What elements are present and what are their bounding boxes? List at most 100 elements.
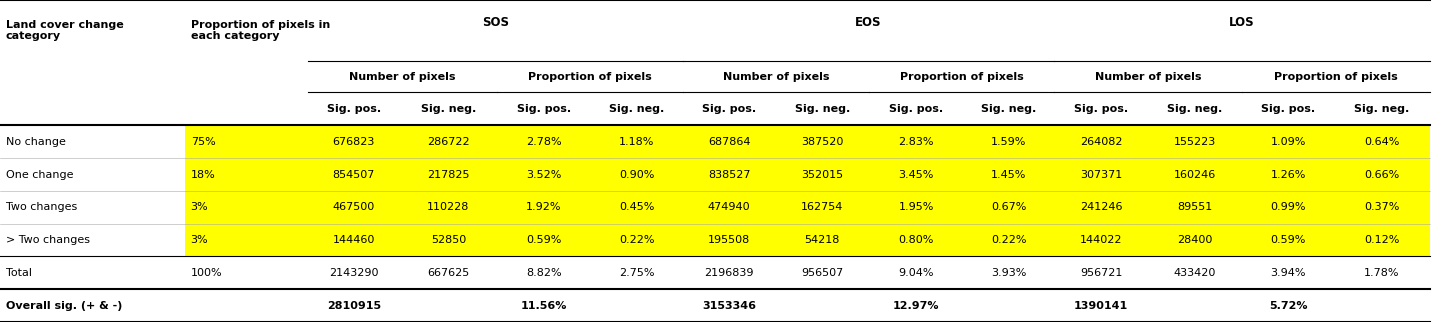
Text: Total: Total <box>6 268 32 278</box>
Text: 2810915: 2810915 <box>326 301 381 311</box>
Text: 1.59%: 1.59% <box>991 137 1027 147</box>
Text: 2196839: 2196839 <box>705 268 754 278</box>
Bar <box>775 191 869 224</box>
Text: 854507: 854507 <box>332 170 375 180</box>
Bar <box>591 224 683 257</box>
Text: Sig. pos.: Sig. pos. <box>1074 104 1128 114</box>
Bar <box>1148 224 1242 257</box>
Text: 838527: 838527 <box>708 170 751 180</box>
Text: 0.59%: 0.59% <box>1271 235 1305 245</box>
Text: 155223: 155223 <box>1174 137 1216 147</box>
Bar <box>185 126 308 158</box>
Text: 160246: 160246 <box>1174 170 1216 180</box>
Bar <box>308 126 400 158</box>
Text: 2143290: 2143290 <box>329 268 378 278</box>
Bar <box>1242 158 1334 191</box>
Text: 1390141: 1390141 <box>1074 301 1128 311</box>
Text: 3.93%: 3.93% <box>991 268 1027 278</box>
Bar <box>683 158 775 191</box>
Text: 0.12%: 0.12% <box>1365 235 1399 245</box>
Text: 1.78%: 1.78% <box>1365 268 1399 278</box>
Bar <box>400 126 497 158</box>
Text: Land cover change
category: Land cover change category <box>6 20 124 42</box>
Bar <box>308 224 400 257</box>
Text: 2.83%: 2.83% <box>898 137 934 147</box>
Text: 956721: 956721 <box>1080 268 1122 278</box>
Bar <box>963 224 1054 257</box>
Text: 467500: 467500 <box>332 202 375 213</box>
Text: 28400: 28400 <box>1177 235 1213 245</box>
Text: 75%: 75% <box>191 137 215 147</box>
Bar <box>1054 126 1148 158</box>
Bar <box>591 158 683 191</box>
Bar <box>1148 126 1242 158</box>
Text: Number of pixels: Number of pixels <box>349 71 455 81</box>
Bar <box>591 191 683 224</box>
Text: 667625: 667625 <box>427 268 469 278</box>
Text: 3153346: 3153346 <box>702 301 757 311</box>
Text: 54218: 54218 <box>804 235 840 245</box>
Bar <box>963 158 1054 191</box>
Text: 352015: 352015 <box>801 170 843 180</box>
Text: 18%: 18% <box>191 170 215 180</box>
Bar <box>497 224 591 257</box>
Text: 0.99%: 0.99% <box>1271 202 1305 213</box>
Text: 3%: 3% <box>191 235 208 245</box>
Text: 1.92%: 1.92% <box>526 202 562 213</box>
Bar <box>869 191 963 224</box>
Text: 0.67%: 0.67% <box>991 202 1027 213</box>
Text: 5.72%: 5.72% <box>1269 301 1307 311</box>
Text: 1.45%: 1.45% <box>991 170 1027 180</box>
Bar <box>497 126 591 158</box>
Bar <box>1054 158 1148 191</box>
Text: 89551: 89551 <box>1177 202 1213 213</box>
Bar <box>185 191 308 224</box>
Bar <box>963 126 1054 158</box>
Text: 307371: 307371 <box>1080 170 1122 180</box>
Bar <box>1334 191 1430 224</box>
Text: 0.22%: 0.22% <box>619 235 654 245</box>
Text: 0.66%: 0.66% <box>1365 170 1399 180</box>
Bar <box>591 126 683 158</box>
Bar <box>869 158 963 191</box>
Text: Sig. neg.: Sig. neg. <box>420 104 477 114</box>
Bar <box>400 224 497 257</box>
Text: 217825: 217825 <box>427 170 469 180</box>
Text: 0.45%: 0.45% <box>619 202 654 213</box>
Text: Sig. neg.: Sig. neg. <box>609 104 664 114</box>
Bar <box>1242 126 1334 158</box>
Text: 0.64%: 0.64% <box>1365 137 1399 147</box>
Bar <box>1334 126 1430 158</box>
Text: 100%: 100% <box>191 268 222 278</box>
Text: Sig. neg.: Sig. neg. <box>1354 104 1409 114</box>
Text: 0.90%: 0.90% <box>619 170 654 180</box>
Bar <box>308 158 400 191</box>
Bar <box>1242 191 1334 224</box>
Text: 144460: 144460 <box>332 235 375 245</box>
Text: > Two changes: > Two changes <box>6 235 90 245</box>
Bar <box>1334 158 1430 191</box>
Bar <box>185 224 308 257</box>
Text: 8.82%: 8.82% <box>526 268 562 278</box>
Bar <box>1148 158 1242 191</box>
Bar <box>775 126 869 158</box>
Text: 12.97%: 12.97% <box>892 301 940 311</box>
Text: 1.18%: 1.18% <box>619 137 654 147</box>
Text: Sig. pos.: Sig. pos. <box>1261 104 1315 114</box>
Bar <box>775 158 869 191</box>
Text: 433420: 433420 <box>1174 268 1216 278</box>
Text: One change: One change <box>6 170 74 180</box>
Text: 264082: 264082 <box>1080 137 1122 147</box>
Bar <box>400 158 497 191</box>
Text: 3.94%: 3.94% <box>1271 268 1305 278</box>
Text: Proportion of pixels: Proportion of pixels <box>1274 71 1398 81</box>
Text: 0.80%: 0.80% <box>898 235 934 245</box>
Text: Number of pixels: Number of pixels <box>1095 71 1201 81</box>
Text: 2.75%: 2.75% <box>619 268 654 278</box>
Text: 956507: 956507 <box>801 268 843 278</box>
Bar <box>1242 224 1334 257</box>
Text: 0.22%: 0.22% <box>991 235 1027 245</box>
Text: Sig. neg.: Sig. neg. <box>794 104 851 114</box>
Text: EOS: EOS <box>855 16 882 29</box>
Text: Sig. pos.: Sig. pos. <box>702 104 757 114</box>
